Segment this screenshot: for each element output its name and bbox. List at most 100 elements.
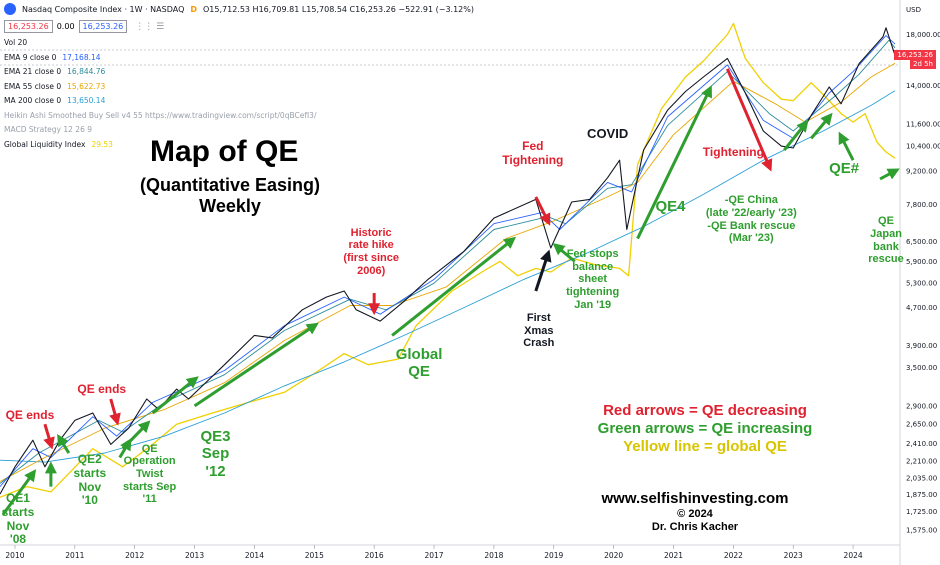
chart-header: Nasdaq Composite Index · 1W · NASDAQ D O… — [0, 0, 904, 18]
annotation-arrow — [838, 131, 855, 161]
y-tick-label: 14,000.00 — [906, 82, 940, 90]
indicator-label: EMA 55 close 0 — [4, 81, 62, 91]
series-line-ema55 — [0, 62, 896, 482]
indicator-value: 13,650.14 — [67, 96, 106, 105]
x-tick-label: 2022 — [724, 551, 743, 560]
annotation-label: QE Operation Twist starts Sep '11 — [123, 442, 177, 506]
spread-value: 0.00 — [56, 22, 75, 31]
annotation-label: QE1 starts Nov '08 — [1, 490, 35, 547]
annotation-arrow — [193, 322, 319, 408]
y-tick-label: 2,210.00 — [906, 458, 937, 466]
chart-title: Map of QE — [150, 135, 299, 168]
annotation-arrow — [552, 242, 576, 263]
indicator-label: MACD Strategy 12 26 9 — [4, 125, 93, 134]
annotation-arrow — [43, 423, 55, 450]
x-tick-label: 2010 — [5, 551, 24, 560]
series-line-ma200 — [0, 90, 896, 463]
indicator-label: Global Liquidity Index — [4, 139, 86, 149]
y-tick-label: 5,900.00 — [906, 258, 937, 266]
x-tick-label: 2024 — [844, 551, 863, 560]
legend-yellow: Yellow line = global QE — [623, 438, 787, 455]
indicator-label: MA 200 close 0 — [4, 96, 62, 105]
indicator-row[interactable]: Heikin Ashi Smoothed Buy Sell v4 55 http… — [4, 111, 322, 120]
indicator-row[interactable]: MACD Strategy 12 26 9 — [4, 125, 98, 134]
y-tick-label: 2,650.00 — [906, 421, 937, 429]
y-tick-label: 18,000.00 — [906, 31, 940, 39]
legend-red: Red arrows = QE decreasing — [603, 402, 807, 419]
x-tick-label: 2019 — [544, 551, 563, 560]
indicator-value: 16,844.76 — [67, 67, 106, 76]
annotation-label: Fed stops balance sheet tightening Jan '… — [566, 248, 620, 311]
annotation-label: Tightening — [702, 145, 764, 160]
annotation-label: Historic rate hike (first since 2006) — [343, 226, 399, 277]
annotation-arrow — [109, 398, 121, 426]
y-tick-label: 6,500.00 — [906, 238, 937, 246]
indicator-row[interactable]: Global Liquidity Index 29.53 — [4, 140, 113, 149]
buy-price-box[interactable]: 16,253.26 — [78, 20, 128, 33]
current-price-tag: 16,253.26 — [894, 50, 936, 60]
chart-legend: Red arrows = QE decreasing Green arrows … — [575, 402, 835, 456]
ohlc-readout: O15,712.53 H16,709.81 L15,708.54 C16,253… — [203, 4, 474, 14]
y-tick-label: 10,400.00 — [906, 143, 940, 151]
indicator-label: EMA 21 close 0 — [4, 67, 62, 76]
annotation-label: QE4 — [655, 198, 686, 216]
annotation-arrow — [636, 85, 712, 240]
annotation-arrow — [879, 168, 900, 181]
annotation-arrow — [534, 196, 551, 226]
indicator-value: 29.53 — [91, 139, 113, 149]
symbol-title[interactable]: Nasdaq Composite Index · 1W · NASDAQ — [22, 4, 185, 14]
y-tick-label: 2,410.00 — [906, 440, 937, 448]
annotation-label: QE Japan bank rescue — [868, 215, 904, 266]
annotation-label: QE ends — [77, 381, 127, 396]
series-line-nasdaq — [0, 27, 896, 495]
indicator-row[interactable]: Vol 20 — [4, 38, 33, 47]
y-tick-label: 2,035.00 — [906, 474, 937, 482]
annotation-label: QE2 starts Nov '10 — [73, 452, 107, 508]
x-tick-label: 2020 — [604, 551, 623, 560]
currency-label: USD — [906, 6, 921, 14]
y-tick-label: 4,700.00 — [906, 304, 937, 312]
y-tick-label: 9,200.00 — [906, 168, 937, 176]
x-tick-label: 2012 — [125, 551, 144, 560]
indicator-label: Vol 20 — [4, 38, 28, 47]
chart-footer: www.selfishinvesting.com © 2024 Dr. Chri… — [575, 490, 815, 534]
y-tick-label: 3,500.00 — [906, 364, 937, 372]
x-tick-label: 2017 — [424, 551, 443, 560]
x-tick-label: 2018 — [484, 551, 503, 560]
annotation-arrow — [534, 249, 552, 292]
annotation-label: -QE China (late '22/early '23) -QE Bank … — [705, 194, 797, 245]
x-tick-label: 2016 — [365, 551, 384, 560]
annotation-label: Fed Tightening — [502, 139, 564, 168]
y-tick-label: 3,900.00 — [906, 342, 937, 350]
annotation-arrow — [726, 68, 773, 172]
indicator-row[interactable]: EMA 21 close 0 16,844.76 — [4, 67, 105, 76]
annotation-arrow — [391, 236, 517, 337]
y-tick-label: 11,600.00 — [906, 120, 940, 128]
y-tick-label: 5,300.00 — [906, 280, 937, 288]
indicator-label: Heikin Ashi Smoothed Buy Sell v4 55 http… — [4, 110, 317, 120]
x-tick-label: 2014 — [245, 551, 264, 560]
indicator-value: 15,622.73 — [67, 81, 106, 91]
data-badge: D — [190, 4, 197, 14]
indicator-value: 17,168.14 — [62, 52, 101, 62]
x-tick-label: 2011 — [65, 551, 84, 560]
order-panel-icon[interactable]: ⋮⋮ ☰ — [135, 21, 165, 32]
footer-author: Dr. Chris Kacher — [651, 521, 739, 534]
annotation-arrow — [783, 119, 809, 151]
sell-price-box[interactable]: 16,253.26 — [4, 20, 53, 33]
indicator-row[interactable]: EMA 9 close 0 17,168.14 — [4, 53, 101, 62]
annotation-label: First Xmas Crash — [523, 312, 555, 350]
indicator-row[interactable]: MA 200 close 0 13,650.14 — [4, 96, 105, 105]
x-tick-label: 2023 — [784, 551, 803, 560]
annotation-arrow — [57, 433, 71, 454]
indicator-row[interactable]: EMA 55 close 0 15,622.73 — [4, 82, 105, 91]
chart-subtitle: (Quantitative Easing) Weekly — [140, 175, 321, 216]
countdown-tag: 2d 5h — [909, 59, 936, 69]
annotation-label: Global QE — [395, 345, 443, 380]
indicator-label: EMA 9 close 0 — [4, 52, 57, 62]
symbol-logo-icon — [4, 3, 16, 15]
y-tick-label: 1,725.00 — [906, 508, 937, 516]
footer-site: www.selfishinvesting.com — [601, 490, 789, 507]
annotation-arrow — [151, 376, 199, 415]
